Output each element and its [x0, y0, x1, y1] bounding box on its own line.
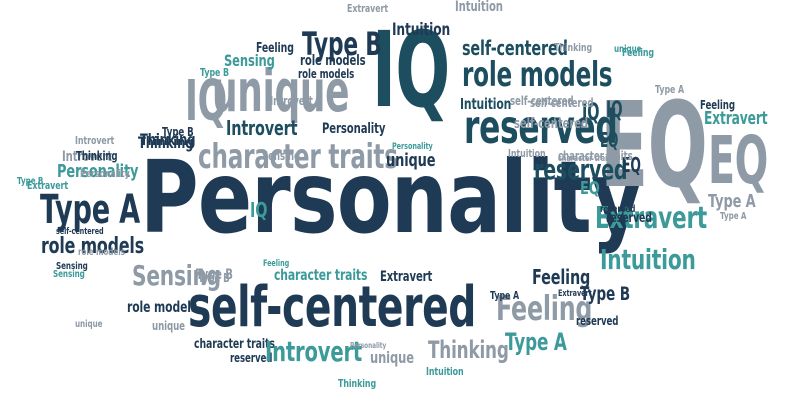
word-introvert: Introvert	[62, 149, 112, 165]
word-self-centered: self-centered	[510, 94, 574, 108]
word-intuition: Intuition	[392, 20, 451, 40]
word-reserved: reserved	[230, 351, 273, 365]
word-personality: Personality	[322, 121, 386, 137]
word-intuition: Intuition	[508, 147, 546, 160]
word-character-traits: character traits	[194, 337, 275, 352]
word-intuition: Intuition	[600, 243, 696, 276]
word-role-models: role models	[127, 298, 198, 316]
word-feeling: Feeling	[622, 46, 655, 59]
word-type-b: Type B	[302, 25, 382, 63]
word-personality: Personality	[350, 341, 387, 350]
word-self-centered: self-centered	[462, 36, 568, 60]
word-thinking: Thinking	[428, 336, 509, 364]
word-iq: IQ	[606, 98, 623, 123]
word-type-a: Type A	[505, 328, 567, 356]
word-type-a: Type A	[720, 211, 747, 222]
word-feeling: Feeling	[263, 259, 290, 269]
word-extravert: Extravert	[380, 269, 433, 285]
word-role-models: role models	[300, 53, 366, 69]
word-personality: Personality	[140, 139, 643, 256]
word-feeling: Feeling	[532, 265, 591, 289]
word-role-models: role models	[78, 247, 125, 258]
word-iq: IQ	[372, 9, 450, 131]
word-feeling: Feeling	[496, 289, 593, 329]
word-extravert: Extravert	[27, 179, 69, 192]
word-role-models: role models	[41, 234, 144, 259]
word-unique: unique	[386, 150, 436, 171]
word-type-a: Type A	[708, 191, 756, 212]
word-reserved: reserved	[534, 153, 628, 186]
word-type-b: Type B	[196, 267, 233, 283]
word-type-a: Type A	[655, 83, 685, 96]
word-reserved: reserved	[576, 314, 619, 328]
word-feeling: Feeling	[256, 41, 294, 56]
word-iq: IQ	[185, 69, 227, 134]
word-sensing: Sensing	[262, 149, 301, 163]
word-role-models: role models	[298, 67, 355, 81]
word-sensing: Sensing	[132, 259, 221, 292]
word-eq: EQ	[580, 178, 600, 199]
word-self-centered: self-centered	[188, 275, 476, 340]
word-type-a: Type A	[490, 289, 520, 302]
word-self-centered: self-centered	[530, 96, 594, 110]
word-personality: Personality	[57, 161, 139, 182]
word-type-b: Type B	[162, 125, 194, 139]
word-reserved: reserved	[606, 211, 652, 226]
word-thinking: Thinking	[138, 133, 194, 152]
word-unique: unique	[614, 44, 642, 55]
word-thinking: Thinking	[140, 130, 196, 149]
word-introvert: Introvert	[75, 134, 115, 147]
word-unique: unique	[370, 348, 414, 367]
word-intuition: Intuition	[426, 365, 464, 378]
word-sensing: Sensing	[53, 269, 85, 280]
word-intuition: Intuition	[460, 95, 512, 113]
word-extravert: Extravert	[704, 108, 768, 129]
word-thinking: Thinking	[554, 41, 593, 54]
word-type-b: Type B	[200, 66, 229, 79]
word-self-centered: self-centered	[56, 227, 104, 237]
word-character-traits: character traits	[558, 154, 614, 164]
word-character-traits: character traits	[558, 149, 633, 163]
word-type-b: Type B	[580, 283, 631, 305]
word-sensing: Sensing	[56, 261, 88, 272]
word-character-traits: character traits	[274, 266, 368, 284]
word-reserved: reserved	[600, 204, 636, 215]
word-unique: unique	[75, 319, 103, 330]
word-eq: EQ	[708, 122, 768, 199]
word-type-b: Type B	[198, 271, 230, 285]
word-intuition: Intuition	[455, 0, 503, 15]
word-eq: EQ	[622, 153, 641, 177]
word-introvert: Introvert	[265, 335, 363, 368]
word-type-b: Type B	[17, 176, 44, 187]
word-eq: EQ	[600, 128, 619, 152]
word-thinking: Thinking	[76, 149, 118, 163]
word-personality: Personality	[392, 142, 433, 152]
word-eq: EQ	[600, 76, 708, 214]
word-introvert: Introvert	[226, 116, 298, 140]
word-feeling: Feeling	[700, 98, 735, 112]
word-self-centered: self-centered	[514, 116, 589, 132]
word-personality: Personality	[80, 167, 130, 180]
word-iq: IQ	[250, 198, 268, 222]
word-reserved: reserved	[464, 100, 618, 154]
word-unique: unique	[212, 57, 350, 125]
word-thinking: Thinking	[338, 377, 377, 390]
word-unique: unique	[152, 319, 185, 333]
word-iq: IQ	[582, 98, 600, 126]
word-character-traits: character traits	[198, 137, 398, 177]
word-type-a: Type A	[40, 187, 140, 233]
word-role-models: role models	[462, 55, 613, 95]
word-extravert: Extravert	[558, 289, 592, 299]
word-sensing: Sensing	[224, 51, 275, 70]
word-introvert: Introvert	[270, 94, 313, 108]
word-extravert: Extravert	[595, 201, 708, 236]
word-extravert: Extravert	[347, 2, 389, 15]
